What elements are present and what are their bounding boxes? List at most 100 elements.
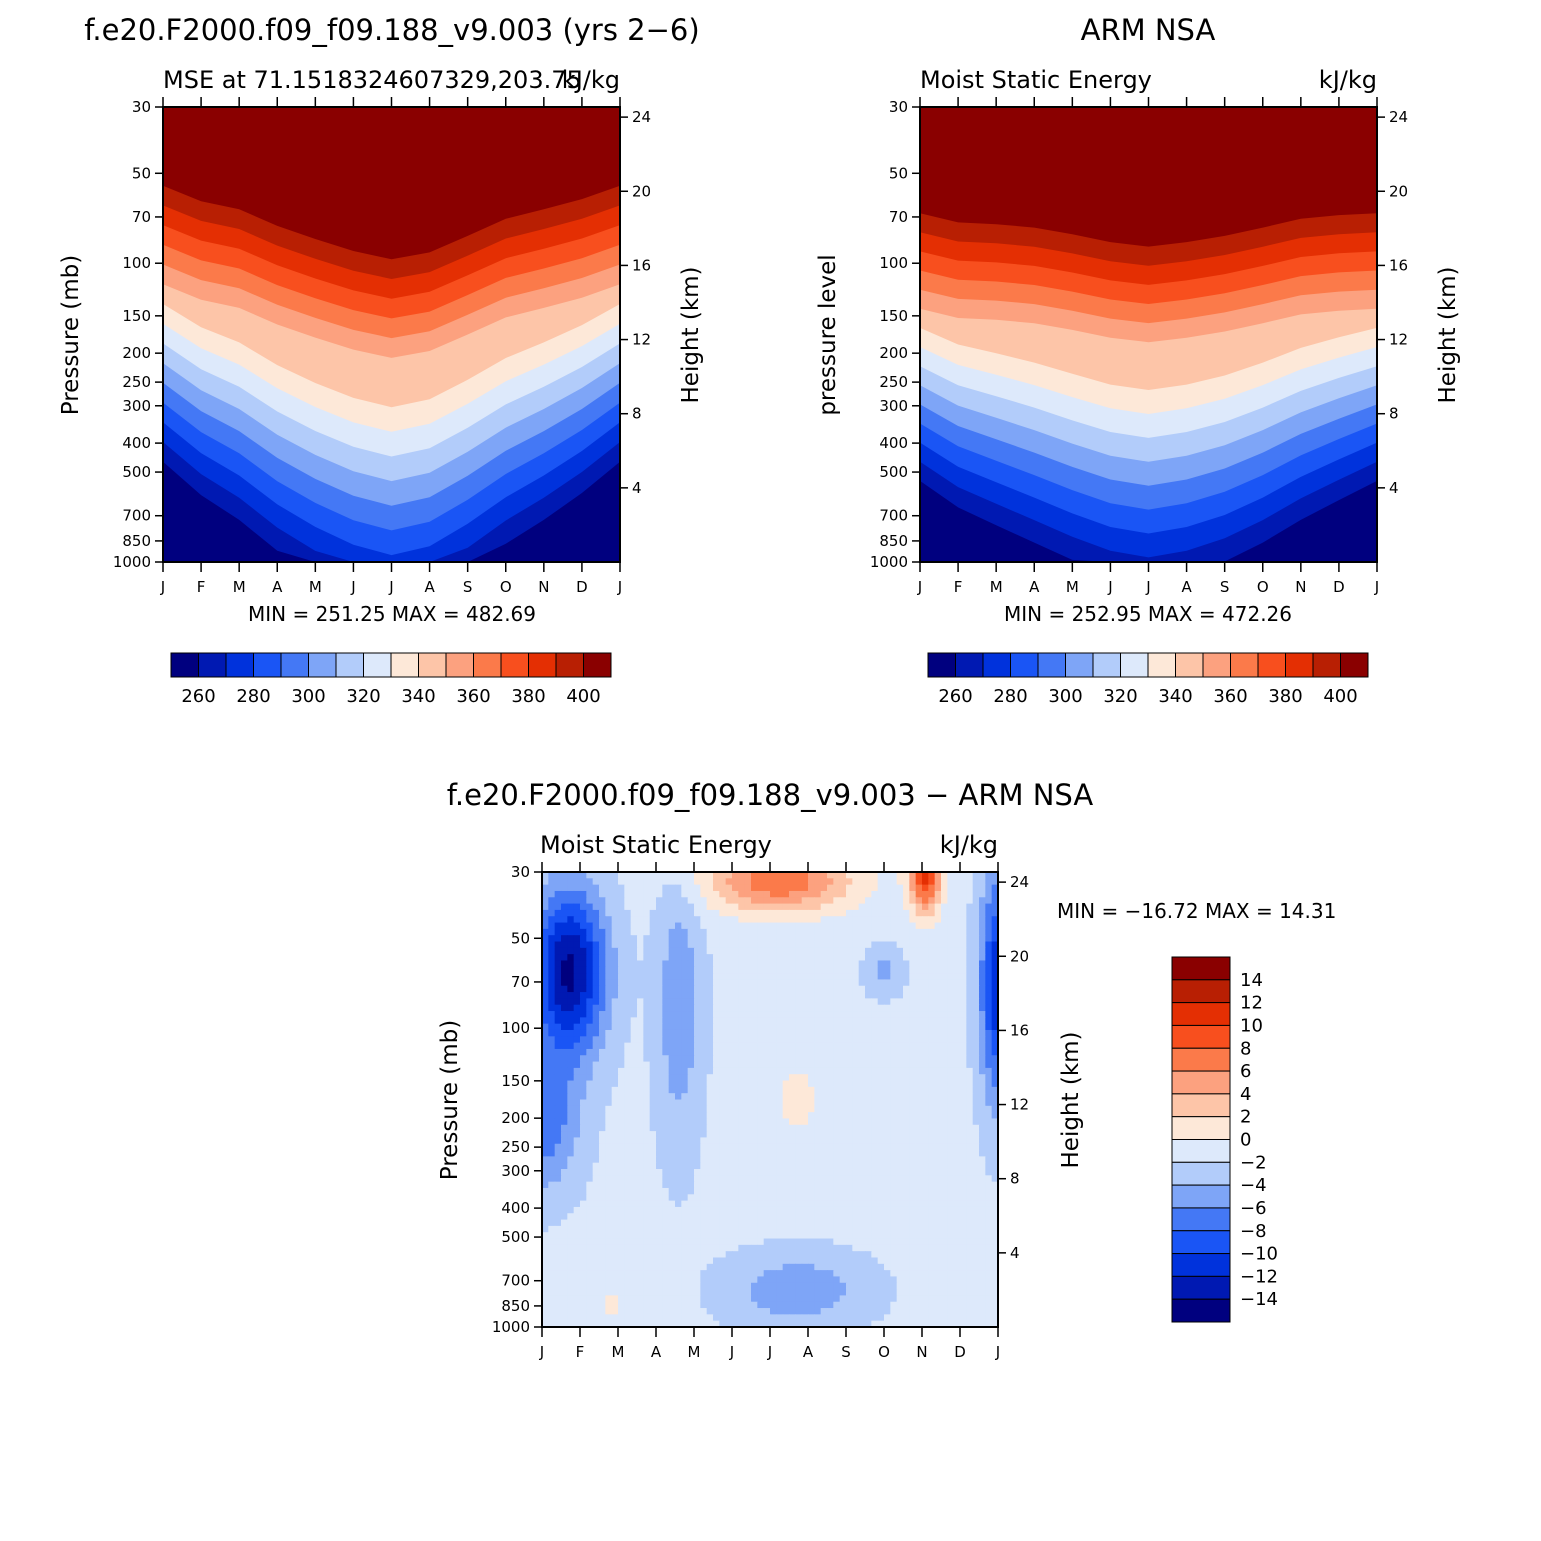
diff-cell (909, 1112, 917, 1120)
diff-cell (846, 897, 853, 905)
diff-cell (744, 954, 752, 962)
diff-cell (542, 1042, 549, 1050)
diff-cell (852, 1048, 860, 1056)
diff-cell (941, 1124, 948, 1132)
diff-cell (605, 947, 613, 955)
diff-cell (985, 1061, 993, 1069)
diff-cell (814, 1244, 822, 1252)
diff-cell (586, 979, 594, 987)
diff-cell (611, 941, 619, 949)
diff-cell (890, 1048, 898, 1056)
diff-cell (846, 928, 853, 936)
diff-cell (675, 897, 682, 905)
diff-cell (662, 1200, 670, 1208)
diff-cell (972, 1011, 980, 1018)
diff-cell (643, 1105, 651, 1113)
diff-cell (915, 1206, 923, 1214)
diff-cell (985, 1181, 993, 1189)
diff-cell (808, 1017, 815, 1025)
colorbar-label: 260 (181, 686, 215, 707)
diff-cell (757, 1263, 765, 1271)
diff-cell (662, 1169, 670, 1176)
diff-cell (681, 941, 689, 949)
diff-cell (909, 1219, 917, 1227)
diff-cell (991, 941, 999, 949)
diff-cell (839, 1061, 847, 1069)
diff-cell (599, 1232, 606, 1240)
diff-cell (896, 1244, 904, 1252)
diff-cell (915, 985, 923, 993)
diff-cell (751, 884, 758, 892)
diff-cell (903, 1162, 910, 1170)
diff-cell (833, 1112, 841, 1120)
diff-cell (725, 1011, 733, 1018)
diff-cell (719, 1200, 727, 1208)
diff-cell (972, 1187, 980, 1195)
diff-cell (687, 1244, 695, 1252)
diff-cell (732, 1162, 739, 1170)
diff-cell (713, 1232, 720, 1240)
diff-cell (985, 979, 993, 987)
diff-cell (871, 1131, 879, 1139)
diff-cell (877, 1048, 885, 1056)
diff-cell (960, 884, 967, 892)
diff-cell (580, 941, 587, 949)
diff-cell (618, 941, 625, 949)
diff-cell (706, 1004, 714, 1012)
diff-cell (573, 1023, 581, 1031)
diff-cell (694, 1105, 701, 1113)
diff-cell (725, 1251, 733, 1259)
diff-cell (713, 1206, 720, 1214)
diff-cell (630, 1004, 638, 1012)
diff-cell (694, 1169, 701, 1176)
diff-cell (871, 1118, 879, 1126)
diff-cell (561, 1131, 568, 1139)
diff-cell (960, 1061, 967, 1069)
diff-cell (700, 973, 708, 981)
diff-cell (890, 1213, 898, 1221)
diff-cell (611, 1162, 619, 1170)
diff-cell (605, 1055, 613, 1063)
diff-cell (630, 1105, 638, 1113)
diff-cell (599, 960, 606, 968)
diff-cell (675, 1213, 682, 1221)
diff-cell (751, 1080, 758, 1088)
diff-cell (865, 1080, 872, 1088)
diff-cell (580, 1213, 587, 1221)
diff-cell (960, 1105, 967, 1113)
diff-cell (757, 1181, 765, 1189)
diff-cell (776, 1067, 784, 1075)
diff-cell (928, 941, 936, 949)
diff-cell (624, 985, 632, 993)
diff-cell (909, 1099, 917, 1107)
diff-cell (656, 1143, 663, 1151)
diff-cell (592, 1067, 600, 1075)
diff-cell (839, 935, 847, 943)
diff-cell (542, 1061, 549, 1069)
diff-cell (922, 1099, 929, 1107)
diff-cell (871, 1042, 879, 1050)
diff-cell (643, 954, 651, 962)
diff-cell (833, 890, 841, 898)
diff-cell (592, 922, 600, 930)
diff-cell (586, 1232, 594, 1240)
diff-cell (630, 1093, 638, 1101)
diff-cell (858, 1150, 866, 1157)
diff-cell (637, 928, 644, 936)
diff-cell (922, 1118, 929, 1126)
diff-cell (561, 903, 568, 911)
diff-cell (909, 1213, 917, 1221)
diff-cell (605, 973, 613, 981)
diff-cell (839, 954, 847, 962)
diff-cell (656, 941, 663, 949)
diff-cell (586, 960, 594, 968)
diff-cell (820, 1023, 828, 1031)
diff-cell (947, 1225, 955, 1233)
diff-cell (871, 935, 879, 943)
diff-cell (643, 1244, 651, 1252)
colorbar-swatch (1312, 652, 1341, 678)
diff-cell (846, 1074, 853, 1082)
diff-cell (770, 884, 777, 892)
diff-cell (542, 1048, 549, 1056)
diff-cell (789, 1282, 796, 1290)
